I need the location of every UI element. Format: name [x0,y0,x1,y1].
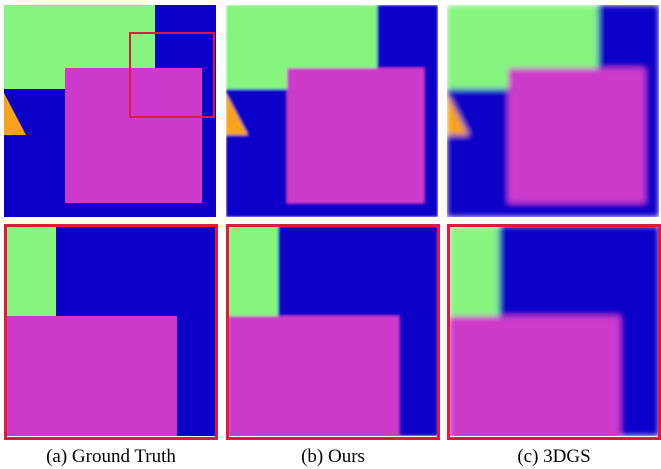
caption: (b) Ours [301,446,365,467]
caption: (c) 3DGS [517,446,590,467]
zoom-gt [6,226,216,436]
zoom-border [447,224,661,440]
panel-gt [4,5,216,217]
caption: (a) Ground Truth [46,446,176,467]
zoom-ours [228,226,438,436]
panel-ours [226,5,438,217]
zoom-box [129,32,215,118]
zoom-border [226,224,440,440]
zoom-3dgs [449,226,659,436]
zoom-border [4,224,218,440]
panel-3dgs [447,5,659,217]
